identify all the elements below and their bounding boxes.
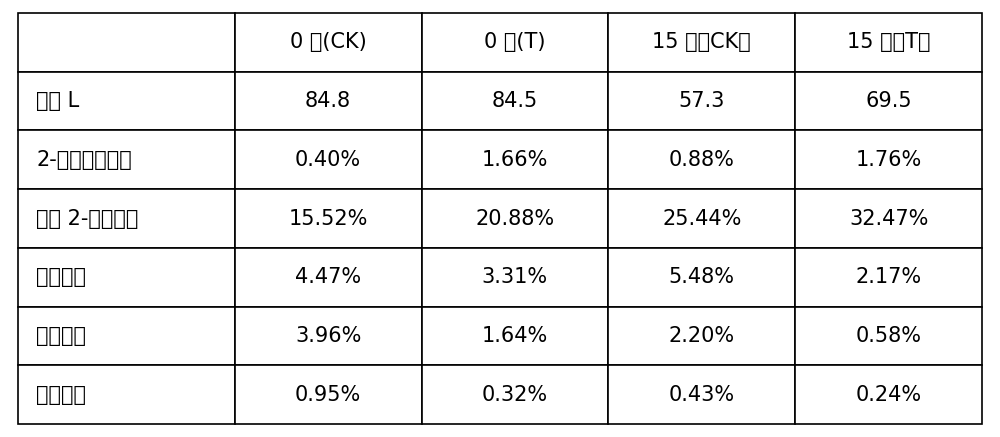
Bar — [18, 72, 235, 131]
Bar — [422, 365, 608, 424]
Text: 15.52%: 15.52% — [288, 208, 368, 229]
Bar — [795, 365, 982, 424]
Bar — [608, 306, 795, 365]
Bar — [608, 248, 795, 306]
Text: 乙酸丁酯: 乙酸丁酯 — [36, 267, 86, 287]
Bar — [18, 306, 235, 365]
Text: 0.95%: 0.95% — [295, 385, 361, 405]
Text: 15 天（T）: 15 天（T） — [847, 32, 930, 52]
Text: 乙酸 2-甲基丁酯: 乙酸 2-甲基丁酯 — [36, 208, 138, 229]
Text: 5.48%: 5.48% — [669, 267, 735, 287]
Bar — [608, 189, 795, 248]
Text: 0.43%: 0.43% — [669, 385, 735, 405]
Text: 69.5: 69.5 — [865, 91, 912, 111]
Text: 0.88%: 0.88% — [669, 150, 735, 170]
Text: 84.5: 84.5 — [492, 91, 538, 111]
Text: 4.47%: 4.47% — [295, 267, 361, 287]
Bar — [422, 306, 608, 365]
Bar — [795, 306, 982, 365]
Text: 15 天（CK）: 15 天（CK） — [652, 32, 751, 52]
Bar — [235, 13, 422, 72]
Bar — [422, 13, 608, 72]
Text: 84.8: 84.8 — [305, 91, 351, 111]
Text: 0 天(CK): 0 天(CK) — [290, 32, 366, 52]
Bar — [422, 72, 608, 131]
Text: 25.44%: 25.44% — [662, 208, 741, 229]
Bar — [422, 248, 608, 306]
Text: 1.64%: 1.64% — [482, 326, 548, 346]
Bar — [422, 131, 608, 189]
Bar — [235, 306, 422, 365]
Bar — [795, 189, 982, 248]
Text: 20.88%: 20.88% — [475, 208, 554, 229]
Bar — [235, 248, 422, 306]
Bar — [795, 72, 982, 131]
Text: 2.17%: 2.17% — [856, 267, 922, 287]
Text: 3.31%: 3.31% — [482, 267, 548, 287]
Bar — [18, 365, 235, 424]
Text: 1.66%: 1.66% — [482, 150, 548, 170]
Bar — [235, 189, 422, 248]
Bar — [795, 248, 982, 306]
Bar — [608, 131, 795, 189]
Text: 0 天(T): 0 天(T) — [484, 32, 546, 52]
Text: 亮度 L: 亮度 L — [36, 91, 79, 111]
Text: 1.76%: 1.76% — [855, 150, 922, 170]
Bar — [795, 131, 982, 189]
Text: 57.3: 57.3 — [679, 91, 725, 111]
Bar — [18, 131, 235, 189]
Text: 2.20%: 2.20% — [669, 326, 735, 346]
Bar — [235, 72, 422, 131]
Bar — [608, 365, 795, 424]
Text: 3.96%: 3.96% — [295, 326, 361, 346]
Bar — [18, 248, 235, 306]
Text: 0.58%: 0.58% — [856, 326, 922, 346]
Text: 32.47%: 32.47% — [849, 208, 928, 229]
Text: 丁酸丁酯: 丁酸丁酯 — [36, 385, 86, 405]
Bar — [235, 131, 422, 189]
Text: 0.24%: 0.24% — [856, 385, 922, 405]
Bar — [795, 13, 982, 72]
Bar — [18, 13, 235, 72]
Bar — [422, 189, 608, 248]
Bar — [235, 365, 422, 424]
Text: 2-甲基丁酸乙酯: 2-甲基丁酸乙酯 — [36, 150, 132, 170]
Bar — [18, 189, 235, 248]
Text: 0.32%: 0.32% — [482, 385, 548, 405]
Bar — [608, 72, 795, 131]
Text: 0.40%: 0.40% — [295, 150, 361, 170]
Bar — [608, 13, 795, 72]
Text: 丁酸己酯: 丁酸己酯 — [36, 326, 86, 346]
